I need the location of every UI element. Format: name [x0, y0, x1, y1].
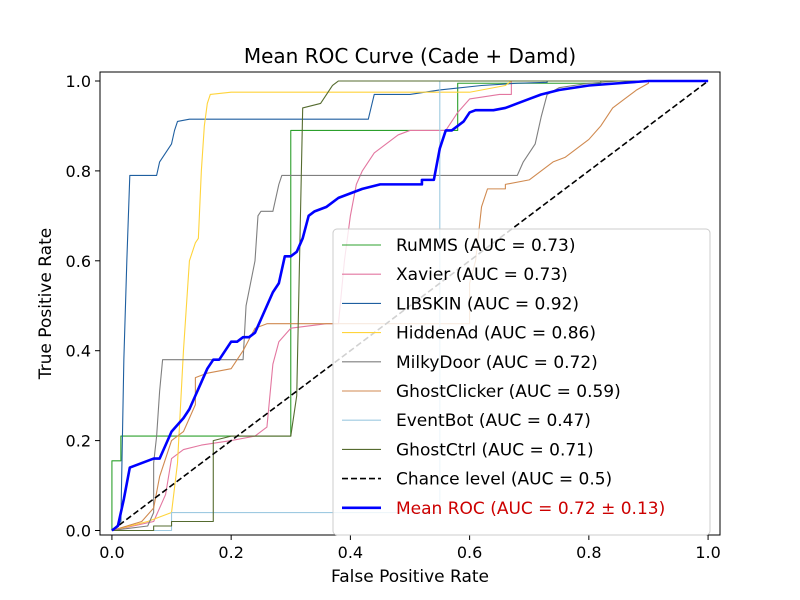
- x-tick-label: 0.6: [457, 543, 482, 562]
- y-tick-label: 1.0: [66, 72, 91, 91]
- x-tick-label: 0.8: [576, 543, 601, 562]
- legend-label-rumms: RuMMS (AUC = 0.73): [396, 236, 575, 256]
- y-tick-label: 0.8: [66, 162, 91, 181]
- series-line-ghostctrl: [111, 80, 709, 532]
- series-line-ghostclicker: [111, 80, 709, 532]
- series-line-milkydoor: [111, 80, 709, 532]
- legend-label-milkydoor: MilkyDoor (AUC = 0.72): [396, 353, 598, 373]
- legend-label-xavier: Xavier (AUC = 0.73): [396, 265, 568, 285]
- legend: RuMMS (AUC = 0.73) Xavier (AUC = 0.73) LIB…: [332, 228, 711, 536]
- legend-label-ghostclicker: GhostClicker (AUC = 0.59): [396, 382, 621, 402]
- legend-label-hiddenad: HiddenAd (AUC = 0.86): [396, 324, 596, 344]
- x-tick-label: 0.4: [338, 543, 363, 562]
- x-tick-label: 0.2: [218, 543, 243, 562]
- chart-title: Mean ROC Curve (Cade + Damd): [244, 44, 576, 68]
- x-axis-title: False Positive Rate: [331, 567, 489, 587]
- series-line-libskin: [111, 80, 709, 531]
- series-line-hiddenad: [111, 80, 709, 532]
- y-tick-label: 0.4: [66, 342, 91, 361]
- y-tick-label: 0.0: [66, 522, 91, 541]
- series-line-rumms: [111, 80, 709, 531]
- x-tick-label: 1.0: [695, 543, 720, 562]
- x-tick-label: 0.0: [99, 543, 124, 562]
- legend-label-eventbot: EventBot (AUC = 0.47): [396, 411, 591, 431]
- legend-label-chance-level: Chance level (AUC = 0.5): [396, 470, 612, 490]
- legend-label-libskin: LIBSKIN (AUC = 0.92): [396, 294, 579, 314]
- y-axis-title: True Positive Rate: [36, 228, 56, 380]
- legend-label-ghostctrl: GhostCtrl (AUC = 0.71): [396, 440, 594, 460]
- legend-box: [332, 228, 711, 536]
- y-tick-label: 0.6: [66, 252, 91, 271]
- y-axis: 0.0 0.2 0.4 0.6 0.8 1.0: [66, 72, 100, 541]
- legend-label-mean-roc: Mean ROC (AUC = 0.72 ± 0.13): [396, 499, 665, 519]
- series-line-mean-roc: [111, 79, 709, 532]
- y-tick-label: 0.2: [66, 432, 91, 451]
- x-axis: 0.0 0.2 0.4 0.6 0.8 1.0: [99, 535, 721, 562]
